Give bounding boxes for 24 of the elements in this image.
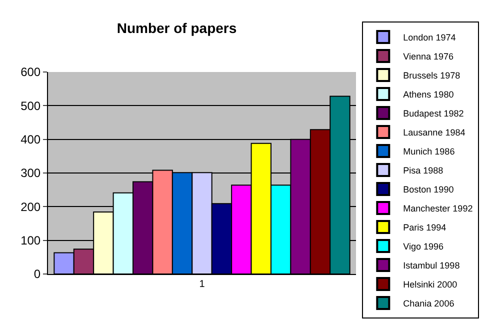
legend-label: Boston 1990 (403, 184, 454, 195)
legend-label: Helsinki 2000 (403, 280, 458, 290)
legend-label: London 1974 (403, 32, 456, 43)
y-tick-label: 300 (20, 166, 41, 180)
legend-label: Budapest 1982 (403, 108, 464, 119)
legend-label: Lausanne 1984 (403, 128, 466, 138)
y-tick-label: 100 (20, 234, 41, 248)
y-tick-label: 400 (20, 132, 41, 147)
x-tick-label: 1 (199, 279, 206, 290)
legend-label: Istambul 1998 (403, 260, 460, 271)
legend-label: Pisa 1988 (403, 166, 444, 176)
legend-label: Athens 1980 (403, 90, 454, 100)
legend-label: Manchester 1992 (403, 204, 473, 214)
legend-label: Paris 1994 (403, 222, 446, 233)
y-tick-label: 0 (34, 267, 41, 282)
legend-label: Chania 2006 (403, 298, 454, 309)
legend-label: Brussels 1978 (403, 70, 460, 81)
y-tick-label: 200 (20, 200, 41, 214)
legend-label: Vigo 1996 (403, 242, 444, 252)
chart-title: Number of papers (116, 20, 237, 36)
y-tick-label: 500 (20, 98, 41, 113)
legend-label: Vienna 1976 (403, 52, 454, 62)
y-tick-label: 600 (20, 65, 41, 80)
legend-label: Munich 1986 (403, 146, 455, 157)
